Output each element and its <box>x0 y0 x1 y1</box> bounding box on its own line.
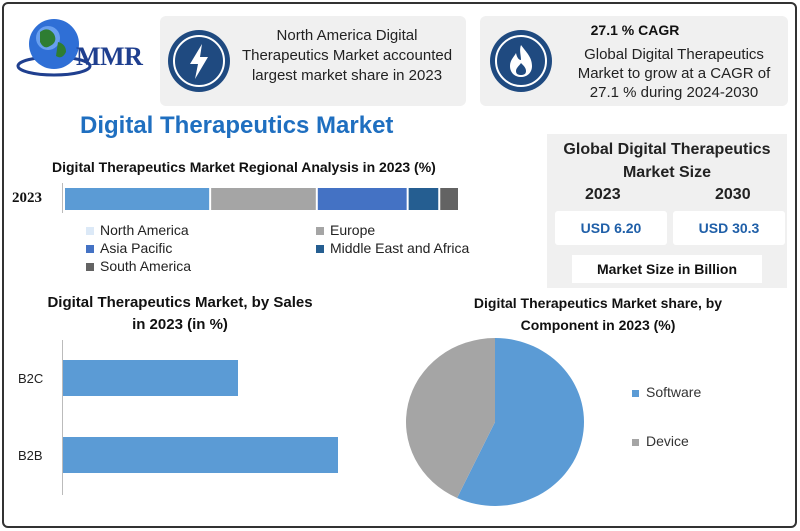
globe-icon <box>16 19 92 77</box>
pie-legend-item-software: Software <box>632 384 701 400</box>
bar-segment-south-america <box>440 188 458 210</box>
sales-bar-b2b <box>63 437 338 473</box>
sales-category-label-b2b: B2B <box>18 448 43 463</box>
market-size-unit-note: Market Size in Billion <box>572 255 762 283</box>
bar-segment-europe <box>211 188 316 210</box>
component-chart-title: Digital Therapeutics Market share, by Co… <box>473 295 723 333</box>
bar-segment-middle-east-and-africa <box>408 188 439 210</box>
legend-swatch <box>632 389 639 397</box>
regional-category-label: 2023 <box>12 190 42 206</box>
market-size-value-2023: USD 6.20 <box>555 211 667 245</box>
logo-text: MMR <box>76 42 143 71</box>
sales-category-label-b2c: B2C <box>18 371 43 386</box>
regional-stacked-bar <box>65 188 458 210</box>
legend-label: Software <box>646 384 702 400</box>
legend-item-north-america: North America <box>86 222 189 238</box>
sales-bar-b2c <box>63 360 238 396</box>
regional-axis-line <box>62 183 63 213</box>
info-box-north-america: North America Digital Therapeutics Marke… <box>160 16 466 106</box>
market-size-title: Global Digital Therapeutics Market Size <box>563 141 771 181</box>
legend-swatch <box>86 245 94 254</box>
page-title: Digital Therapeutics Market <box>80 112 394 139</box>
pie-slice-device <box>406 338 495 499</box>
sales-axis-line <box>62 340 63 495</box>
market-size-year-2030: 2030 <box>715 186 751 203</box>
component-pie-chart <box>406 338 584 506</box>
lightning-icon <box>168 30 230 92</box>
legend-item-asia-pacific: Asia Pacific <box>86 240 172 256</box>
legend-label: Device <box>646 433 689 449</box>
info-box-cagr: 27.1 % CAGR Global Digital Therapeutics … <box>480 16 788 106</box>
legend-swatch <box>632 438 639 446</box>
legend-label: Asia Pacific <box>100 240 173 256</box>
legend-swatch <box>316 227 324 236</box>
legend-item-middle-east-and-africa: Middle East and Africa <box>316 240 469 256</box>
market-size-year-2023: 2023 <box>585 186 621 203</box>
flame-icon <box>490 30 552 92</box>
legend-label: Middle East and Africa <box>330 240 470 256</box>
sales-bar-chart: B2C B2B <box>18 360 338 473</box>
legend-item-south-america: South America <box>86 258 191 274</box>
cagr-text: Global Digital Therapeutics Market to gr… <box>577 46 771 101</box>
pie-slice-software <box>457 338 584 506</box>
pie-legend-item-device: Device <box>632 433 689 449</box>
cagr-heading: 27.1 % CAGR <box>590 22 680 38</box>
legend-label: South America <box>100 258 192 274</box>
sales-chart-title: Digital Therapeutics Market, by Sales in… <box>47 294 313 333</box>
legend-swatch <box>86 263 94 272</box>
legend-swatch <box>86 227 94 236</box>
market-size-panel: Global Digital Therapeutics Market Size … <box>547 134 787 288</box>
legend-label: Europe <box>330 222 376 238</box>
legend-label: North America <box>100 222 189 238</box>
market-size-value-2030: USD 30.3 <box>673 211 785 245</box>
legend-swatch <box>316 245 324 254</box>
legend-item-europe: Europe <box>316 222 375 238</box>
mmr-logo: MMR <box>14 12 164 82</box>
bar-segment-asia-pacific <box>317 188 407 210</box>
regional-chart-title: Digital Therapeutics Market Regional Ana… <box>52 159 436 175</box>
bar-segment-north-america <box>65 188 210 210</box>
info-text-north-america: North America Digital Therapeutics Marke… <box>241 27 453 84</box>
